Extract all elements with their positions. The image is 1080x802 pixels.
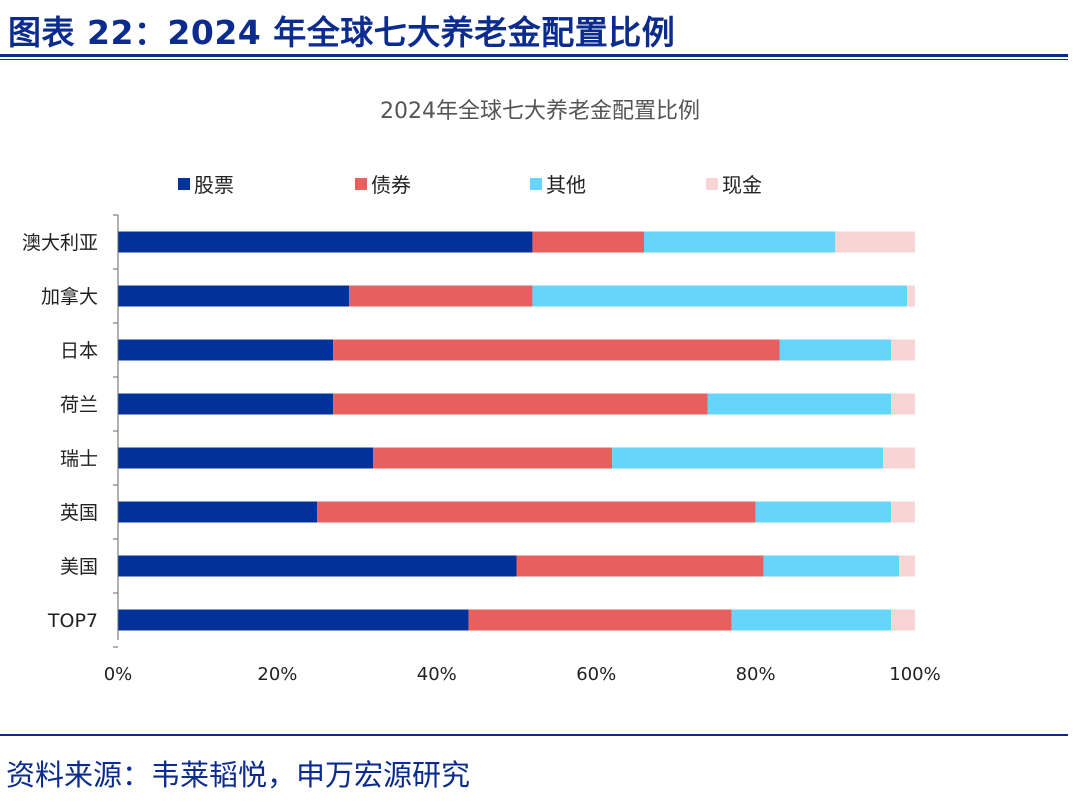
bar-其他-荷兰 bbox=[707, 393, 892, 415]
x-tick-label: 20% bbox=[257, 664, 297, 685]
legend-label: 现金 bbox=[722, 173, 762, 197]
x-tick-label: 40% bbox=[417, 664, 457, 685]
chart-title: 2024年全球七大养老金配置比例 bbox=[380, 99, 700, 124]
category-label: 日本 bbox=[60, 340, 98, 362]
bar-其他-澳大利亚 bbox=[644, 231, 836, 253]
x-tick-label: 60% bbox=[576, 664, 616, 685]
legend-label: 股票 bbox=[194, 173, 234, 197]
legend-swatch-其他 bbox=[530, 178, 542, 190]
bar-债券-美国 bbox=[516, 555, 764, 577]
bar-现金-日本 bbox=[891, 339, 915, 361]
figure-title: 图表 22：2024 年全球七大养老金配置比例 bbox=[8, 13, 676, 52]
bar-债券-日本 bbox=[333, 339, 780, 361]
bar-债券-荷兰 bbox=[333, 393, 708, 415]
bar-股票-澳大利亚 bbox=[118, 231, 533, 253]
legend-label: 其他 bbox=[546, 173, 586, 197]
bar-其他-加拿大 bbox=[532, 285, 908, 307]
bar-现金-瑞士 bbox=[883, 447, 915, 469]
bar-股票-日本 bbox=[118, 339, 334, 361]
bar-其他-TOP7 bbox=[731, 609, 892, 631]
top-rule-thin bbox=[0, 59, 1068, 60]
bar-股票-瑞士 bbox=[118, 447, 374, 469]
bar-债券-澳大利亚 bbox=[532, 231, 645, 253]
bar-现金-英国 bbox=[891, 501, 915, 523]
category-label: 美国 bbox=[60, 556, 98, 578]
bar-股票-加拿大 bbox=[118, 285, 350, 307]
legend-swatch-债券 bbox=[355, 178, 367, 190]
bar-债券-瑞士 bbox=[373, 447, 613, 469]
bar-其他-日本 bbox=[779, 339, 892, 361]
bar-债券-TOP7 bbox=[468, 609, 732, 631]
bar-现金-美国 bbox=[899, 555, 915, 577]
bar-现金-TOP7 bbox=[891, 609, 915, 631]
x-tick-label: 80% bbox=[736, 664, 776, 685]
category-label: 加拿大 bbox=[41, 285, 98, 308]
bar-债券-加拿大 bbox=[349, 285, 533, 307]
category-label: 荷兰 bbox=[60, 394, 98, 416]
category-label: TOP7 bbox=[47, 610, 98, 632]
bar-股票-TOP7 bbox=[118, 609, 469, 631]
bar-现金-荷兰 bbox=[891, 393, 915, 415]
legend-label: 债券 bbox=[371, 173, 411, 197]
bar-债券-英国 bbox=[317, 501, 756, 523]
legend-swatch-现金 bbox=[706, 178, 718, 190]
bar-其他-美国 bbox=[763, 555, 900, 577]
bar-现金-加拿大 bbox=[907, 285, 915, 307]
bar-股票-荷兰 bbox=[118, 393, 334, 415]
source-note: 资料来源：韦莱韬悦，申万宏源研究 bbox=[6, 758, 471, 792]
bottom-rule bbox=[0, 734, 1068, 736]
x-tick-label: 0% bbox=[104, 664, 133, 685]
category-label: 瑞士 bbox=[60, 448, 98, 470]
bar-其他-瑞士 bbox=[612, 447, 884, 469]
legend-swatch-股票 bbox=[178, 178, 190, 190]
category-label: 英国 bbox=[60, 502, 98, 524]
x-tick-label: 100% bbox=[889, 664, 940, 685]
top-rule bbox=[0, 54, 1068, 57]
bar-股票-英国 bbox=[118, 501, 318, 523]
bar-股票-美国 bbox=[118, 555, 517, 577]
bar-现金-澳大利亚 bbox=[835, 231, 915, 253]
category-label: 澳大利亚 bbox=[22, 232, 98, 254]
bar-其他-英国 bbox=[755, 501, 892, 523]
